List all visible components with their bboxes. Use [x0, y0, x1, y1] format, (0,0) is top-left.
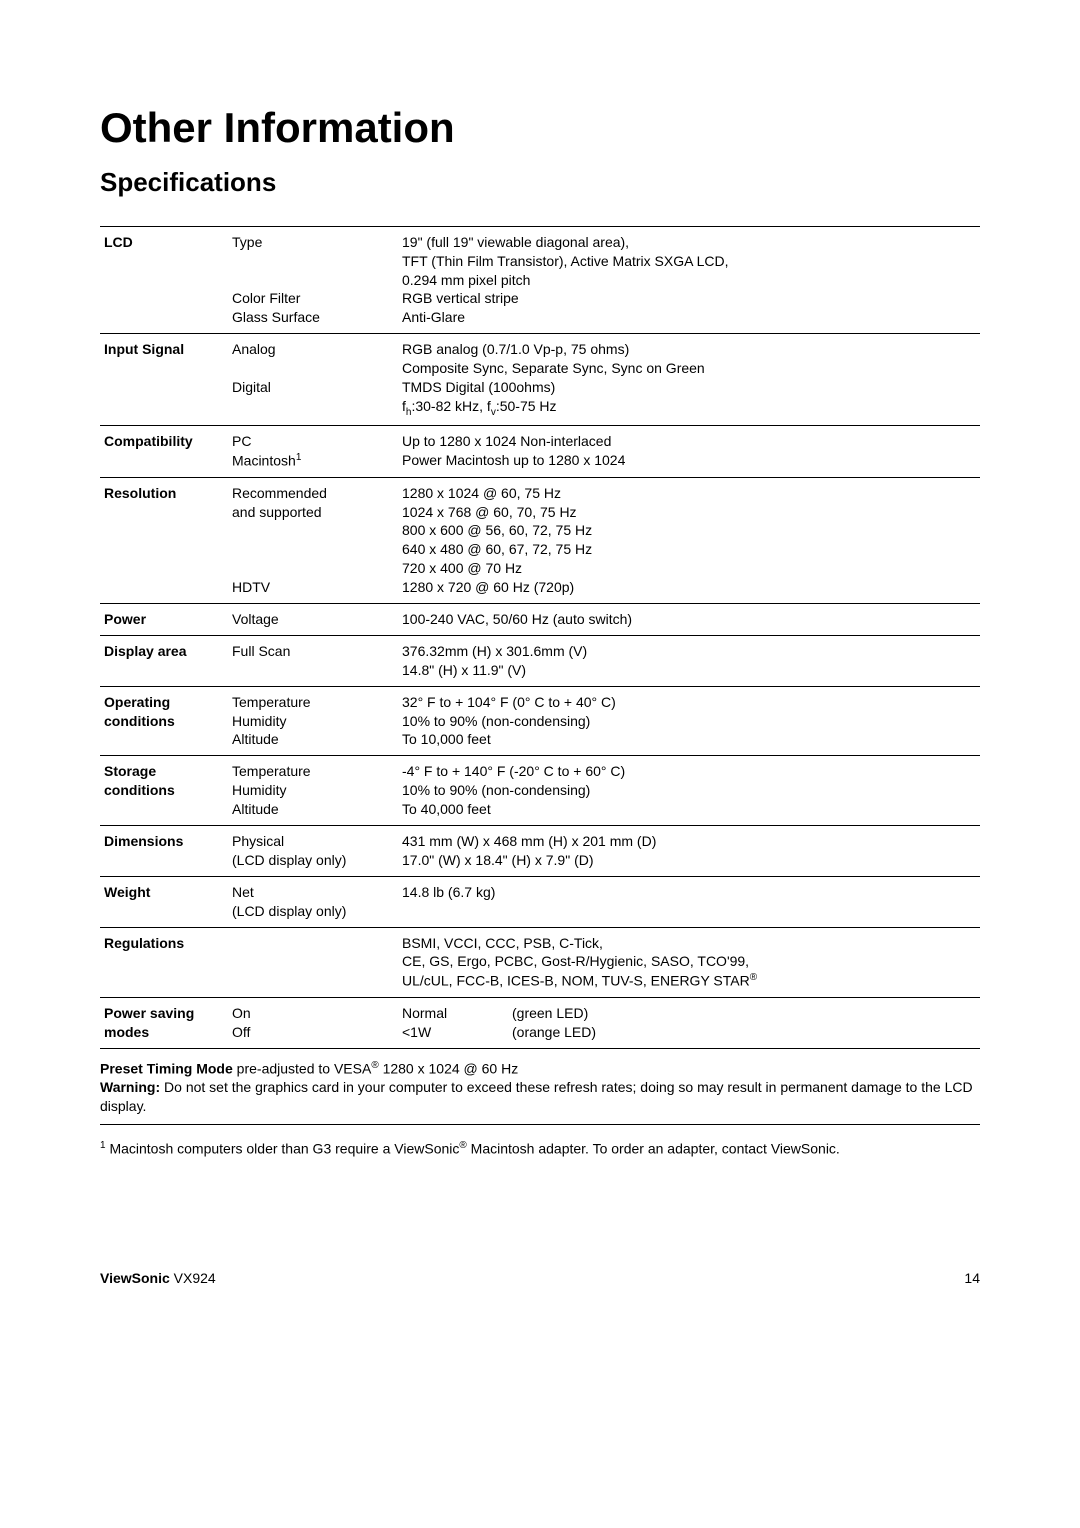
spec-label: Power: [100, 603, 228, 635]
spec-sub: Net (LCD display only): [228, 876, 398, 927]
table-row: Storage conditions Temperature Humidity …: [100, 756, 980, 826]
spec-sub: Voltage: [228, 603, 398, 635]
spec-value: 376.32mm (H) x 301.6mm (V) 14.8" (H) x 1…: [398, 635, 980, 686]
spec-label: Dimensions: [100, 826, 228, 877]
table-row: Power saving modes On Off Normal(green L…: [100, 997, 980, 1048]
spec-label: Storage conditions: [100, 756, 228, 826]
table-row: Compatibility PC Macintosh1 Up to 1280 x…: [100, 426, 980, 477]
spec-value: Up to 1280 x 1024 Non-interlaced Power M…: [398, 426, 980, 477]
spec-label: Display area: [100, 635, 228, 686]
footnote-preset: Preset Timing Mode pre-adjusted to VESA®…: [100, 1059, 980, 1125]
spec-value: -4° F to + 140° F (-20° C to + 60° C) 10…: [398, 756, 980, 826]
spec-value: 431 mm (W) x 468 mm (H) x 201 mm (D) 17.…: [398, 826, 980, 877]
spec-label: LCD: [100, 226, 228, 333]
table-row: Input Signal Analog Digital RGB analog (…: [100, 334, 980, 426]
page-number: 14: [964, 1269, 980, 1288]
spec-label: Operating conditions: [100, 686, 228, 756]
spec-value: 1280 x 1024 @ 60, 75 Hz 1024 x 768 @ 60,…: [398, 477, 980, 603]
section-heading: Specifications: [100, 165, 980, 200]
spec-value: RGB analog (0.7/1.0 Vp-p, 75 ohms) Compo…: [398, 334, 980, 426]
spec-sub: Temperature Humidity Altitude: [228, 686, 398, 756]
spec-value: 14.8 lb (6.7 kg): [398, 876, 980, 927]
footnote-mac: 1 Macintosh computers older than G3 requ…: [100, 1139, 980, 1159]
spec-label: Regulations: [100, 927, 228, 997]
spec-value: BSMI, VCCI, CCC, PSB, C-Tick, CE, GS, Er…: [398, 927, 980, 997]
table-row: Regulations BSMI, VCCI, CCC, PSB, C-Tick…: [100, 927, 980, 997]
spec-label: Input Signal: [100, 334, 228, 426]
spec-label: Compatibility: [100, 426, 228, 477]
table-row: Power Voltage 100-240 VAC, 50/60 Hz (aut…: [100, 603, 980, 635]
spec-sub: Temperature Humidity Altitude: [228, 756, 398, 826]
spec-value: 32° F to + 104° F (0° C to + 40° C) 10% …: [398, 686, 980, 756]
spec-label: Resolution: [100, 477, 228, 603]
spec-sub: On Off: [228, 997, 398, 1048]
table-row: Resolution Recommended and supported HDT…: [100, 477, 980, 603]
spec-sub: PC Macintosh1: [228, 426, 398, 477]
spec-sub: Full Scan: [228, 635, 398, 686]
spec-value: 100-240 VAC, 50/60 Hz (auto switch): [398, 603, 980, 635]
table-row: Dimensions Physical (LCD display only) 4…: [100, 826, 980, 877]
table-row: Operating conditions Temperature Humidit…: [100, 686, 980, 756]
table-row: Display area Full Scan 376.32mm (H) x 30…: [100, 635, 980, 686]
table-row: LCD Type Color Filter Glass Surface 19" …: [100, 226, 980, 333]
page-footer: ViewSonic VX924 14: [100, 1269, 980, 1288]
table-row: Weight Net (LCD display only) 14.8 lb (6…: [100, 876, 980, 927]
spec-label: Power saving modes: [100, 997, 228, 1048]
spec-value: Normal(green LED) <1W(orange LED): [398, 997, 980, 1048]
spec-table: LCD Type Color Filter Glass Surface 19" …: [100, 226, 980, 1049]
spec-sub: Physical (LCD display only): [228, 826, 398, 877]
spec-sub: Type Color Filter Glass Surface: [228, 226, 398, 333]
page-title: Other Information: [100, 100, 980, 157]
spec-sub: Recommended and supported HDTV: [228, 477, 398, 603]
spec-sub: Analog Digital: [228, 334, 398, 426]
spec-value: 19" (full 19" viewable diagonal area), T…: [398, 226, 980, 333]
spec-label: Weight: [100, 876, 228, 927]
